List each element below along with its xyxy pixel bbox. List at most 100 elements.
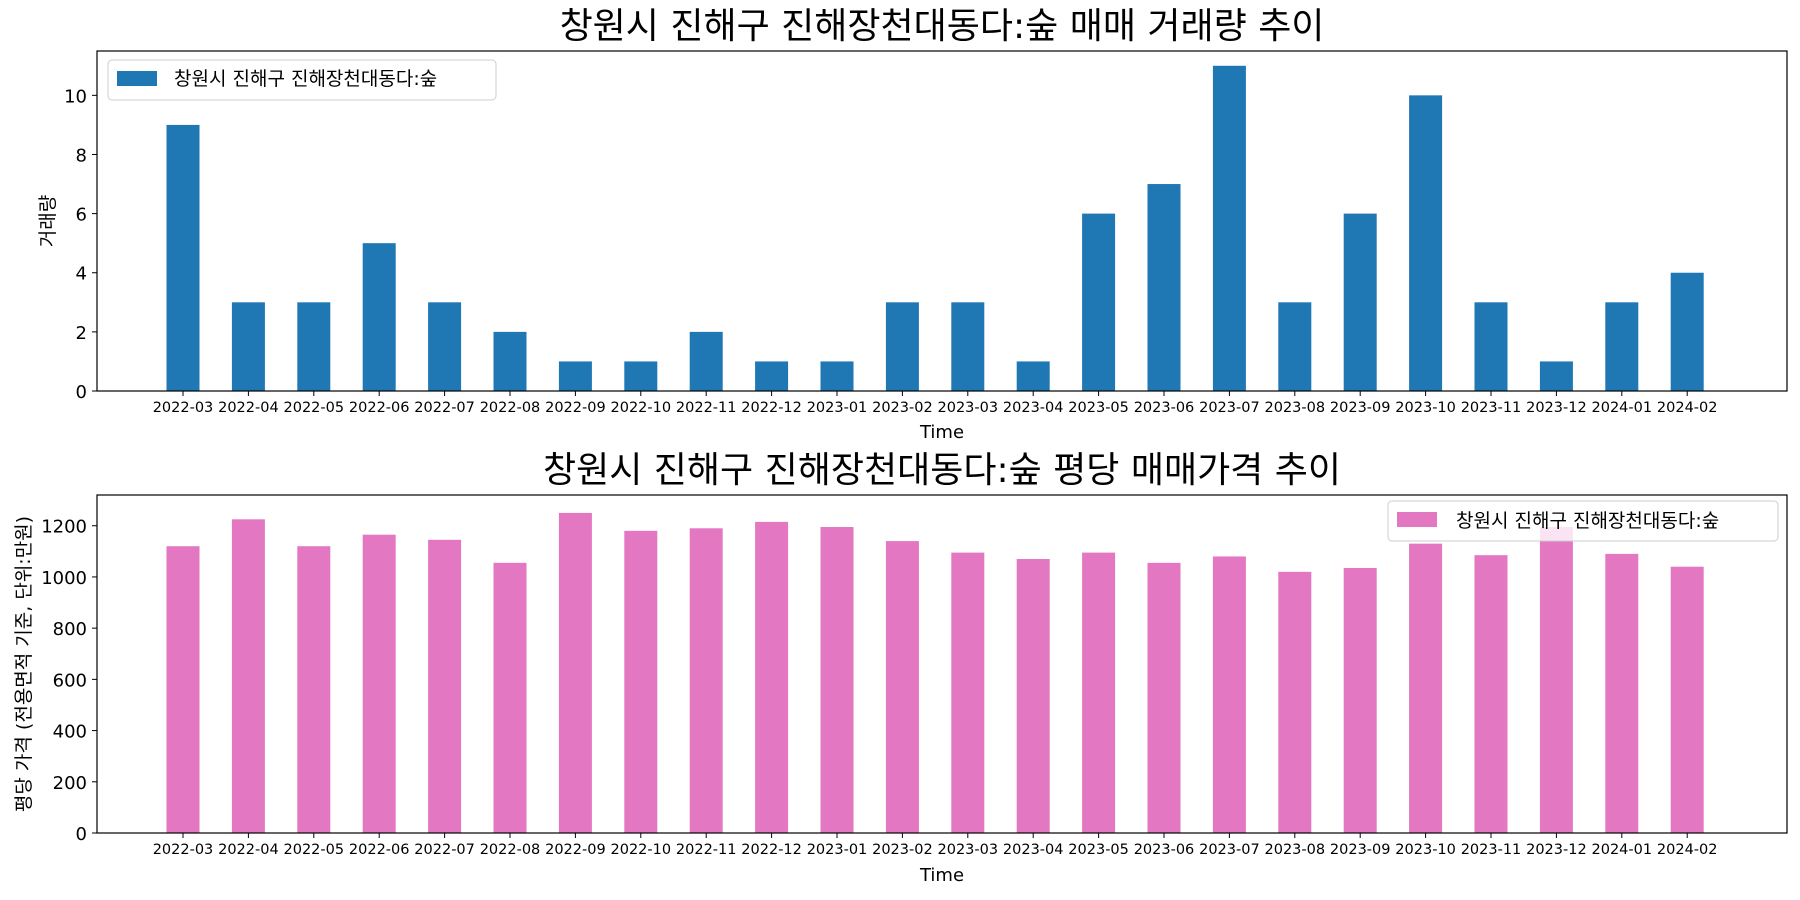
bar [951,552,985,833]
bar [558,512,592,833]
bar [1605,553,1639,833]
bar [166,124,200,392]
x-tick-label: 2024-02 [1657,400,1718,416]
x-tick-label: 2023-07 [1199,842,1260,858]
bar [689,331,723,391]
bar [1147,562,1181,833]
bar [755,521,789,833]
x-tick-label: 2022-03 [153,842,214,858]
x-tick-label: 2023-05 [1068,400,1129,416]
bar [297,546,331,833]
x-tick-label: 2022-10 [611,842,672,858]
bar [1409,543,1443,833]
bar [428,302,462,391]
x-tick-label: 2023-12 [1526,400,1587,416]
y-axis-label: 평당 가격 (전용면적 기준, 단위:만원) [13,516,35,812]
x-tick-label: 2022-11 [676,400,737,416]
bar [1670,272,1704,391]
x-tick-label: 2022-07 [414,842,475,858]
bar [1147,184,1181,391]
legend-label: 창원시 진해구 진해장천대동다:숲 [1456,510,1719,532]
bar [1670,566,1704,833]
price-chart: 창원시 진해구 진해장천대동다:숲 평당 매매가격 추이 2022-03 2022… [13,450,1788,886]
legend-swatch [117,71,157,86]
bar [428,539,462,833]
x-tick-label: 2022-06 [349,400,410,416]
y-tick-label: 8 [76,145,87,166]
bar [1343,567,1377,833]
bar [1278,571,1312,833]
legend-label: 창원시 진해구 진해장천대동다:숲 [174,68,437,90]
x-tick-label: 2023-01 [807,400,868,416]
x-tick-label: 2022-10 [611,400,672,416]
y-axis-label: 거래량 [37,195,59,247]
x-tick-label: 2022-07 [414,400,475,416]
chart-title: 창원시 진해구 진해장천대동다:숲 매매 거래량 추이 [560,6,1325,47]
legend: 창원시 진해구 진해장천대동다:숲 [107,59,497,101]
bar [362,243,396,391]
bar [297,302,331,391]
bar [1212,65,1246,392]
bar [1016,361,1050,391]
x-tick-label: 2022-03 [153,400,214,416]
bar [755,361,789,391]
x-tick-label: 2022-08 [480,400,541,416]
x-tick-label: 2023-09 [1330,842,1391,858]
bar [624,530,658,833]
bar [1082,213,1116,391]
legend: 창원시 진해구 진해장천대동다:숲 [1387,500,1779,542]
bar [558,361,592,391]
y-tick-labels: 0 200 400 600 800 1000 1200 [41,517,97,845]
bar [231,302,265,391]
x-tick-label: 2024-01 [1592,842,1653,858]
bar [951,302,985,391]
bar [1474,555,1508,833]
legend-box [107,59,497,101]
x-tick-label: 2023-07 [1199,400,1260,416]
bar [689,528,723,833]
bar [1278,302,1312,391]
x-tick-label: 2023-02 [872,400,933,416]
x-tick-label: 2022-04 [218,842,279,858]
bar [1082,552,1116,833]
bar [1539,527,1573,833]
bar [1016,559,1050,833]
x-tick-label: 2023-02 [872,842,933,858]
bar [493,331,527,391]
x-tick-label: 2023-04 [1003,400,1064,416]
bar [166,546,200,833]
bar [1605,302,1639,391]
bar [820,527,854,833]
x-tick-label: 2022-09 [545,842,606,858]
x-tick-label: 2023-12 [1526,842,1587,858]
y-tick-label: 1200 [41,517,87,538]
x-axis-label: Time [919,422,964,443]
bar [231,519,265,833]
x-axis-label: Time [919,865,964,886]
bar [820,361,854,391]
volume-chart: 창원시 진해구 진해장천대동다:숲 매매 거래량 추이 2022-03 2022-… [37,6,1788,443]
x-tick-label: 2023-04 [1003,842,1064,858]
y-tick-label: 0 [76,824,87,845]
y-tick-label: 800 [53,619,87,640]
y-tick-label: 10 [64,86,87,107]
x-tick-label: 2023-01 [807,842,868,858]
bar [624,361,658,391]
bar [1474,302,1508,391]
x-tick-label: 2022-12 [741,400,802,416]
bar [1409,95,1443,391]
y-tick-label: 600 [53,670,87,691]
y-tick-label: 1000 [41,568,87,589]
bar-group [166,65,1704,392]
x-tick-label: 2022-05 [284,842,345,858]
x-tick-label: 2022-05 [284,400,345,416]
x-tick-labels: 2022-03 2022-04 2022-05 2022-06 2022-07 2022-… [153,833,1718,858]
y-tick-label: 2 [76,323,87,344]
x-tick-label: 2024-02 [1657,842,1718,858]
x-tick-label: 2022-04 [218,400,279,416]
x-tick-label: 2023-08 [1265,400,1326,416]
x-tick-label: 2022-12 [741,842,802,858]
bar-group [166,512,1704,833]
plot-frame [96,494,1788,834]
legend-swatch [1397,512,1437,527]
